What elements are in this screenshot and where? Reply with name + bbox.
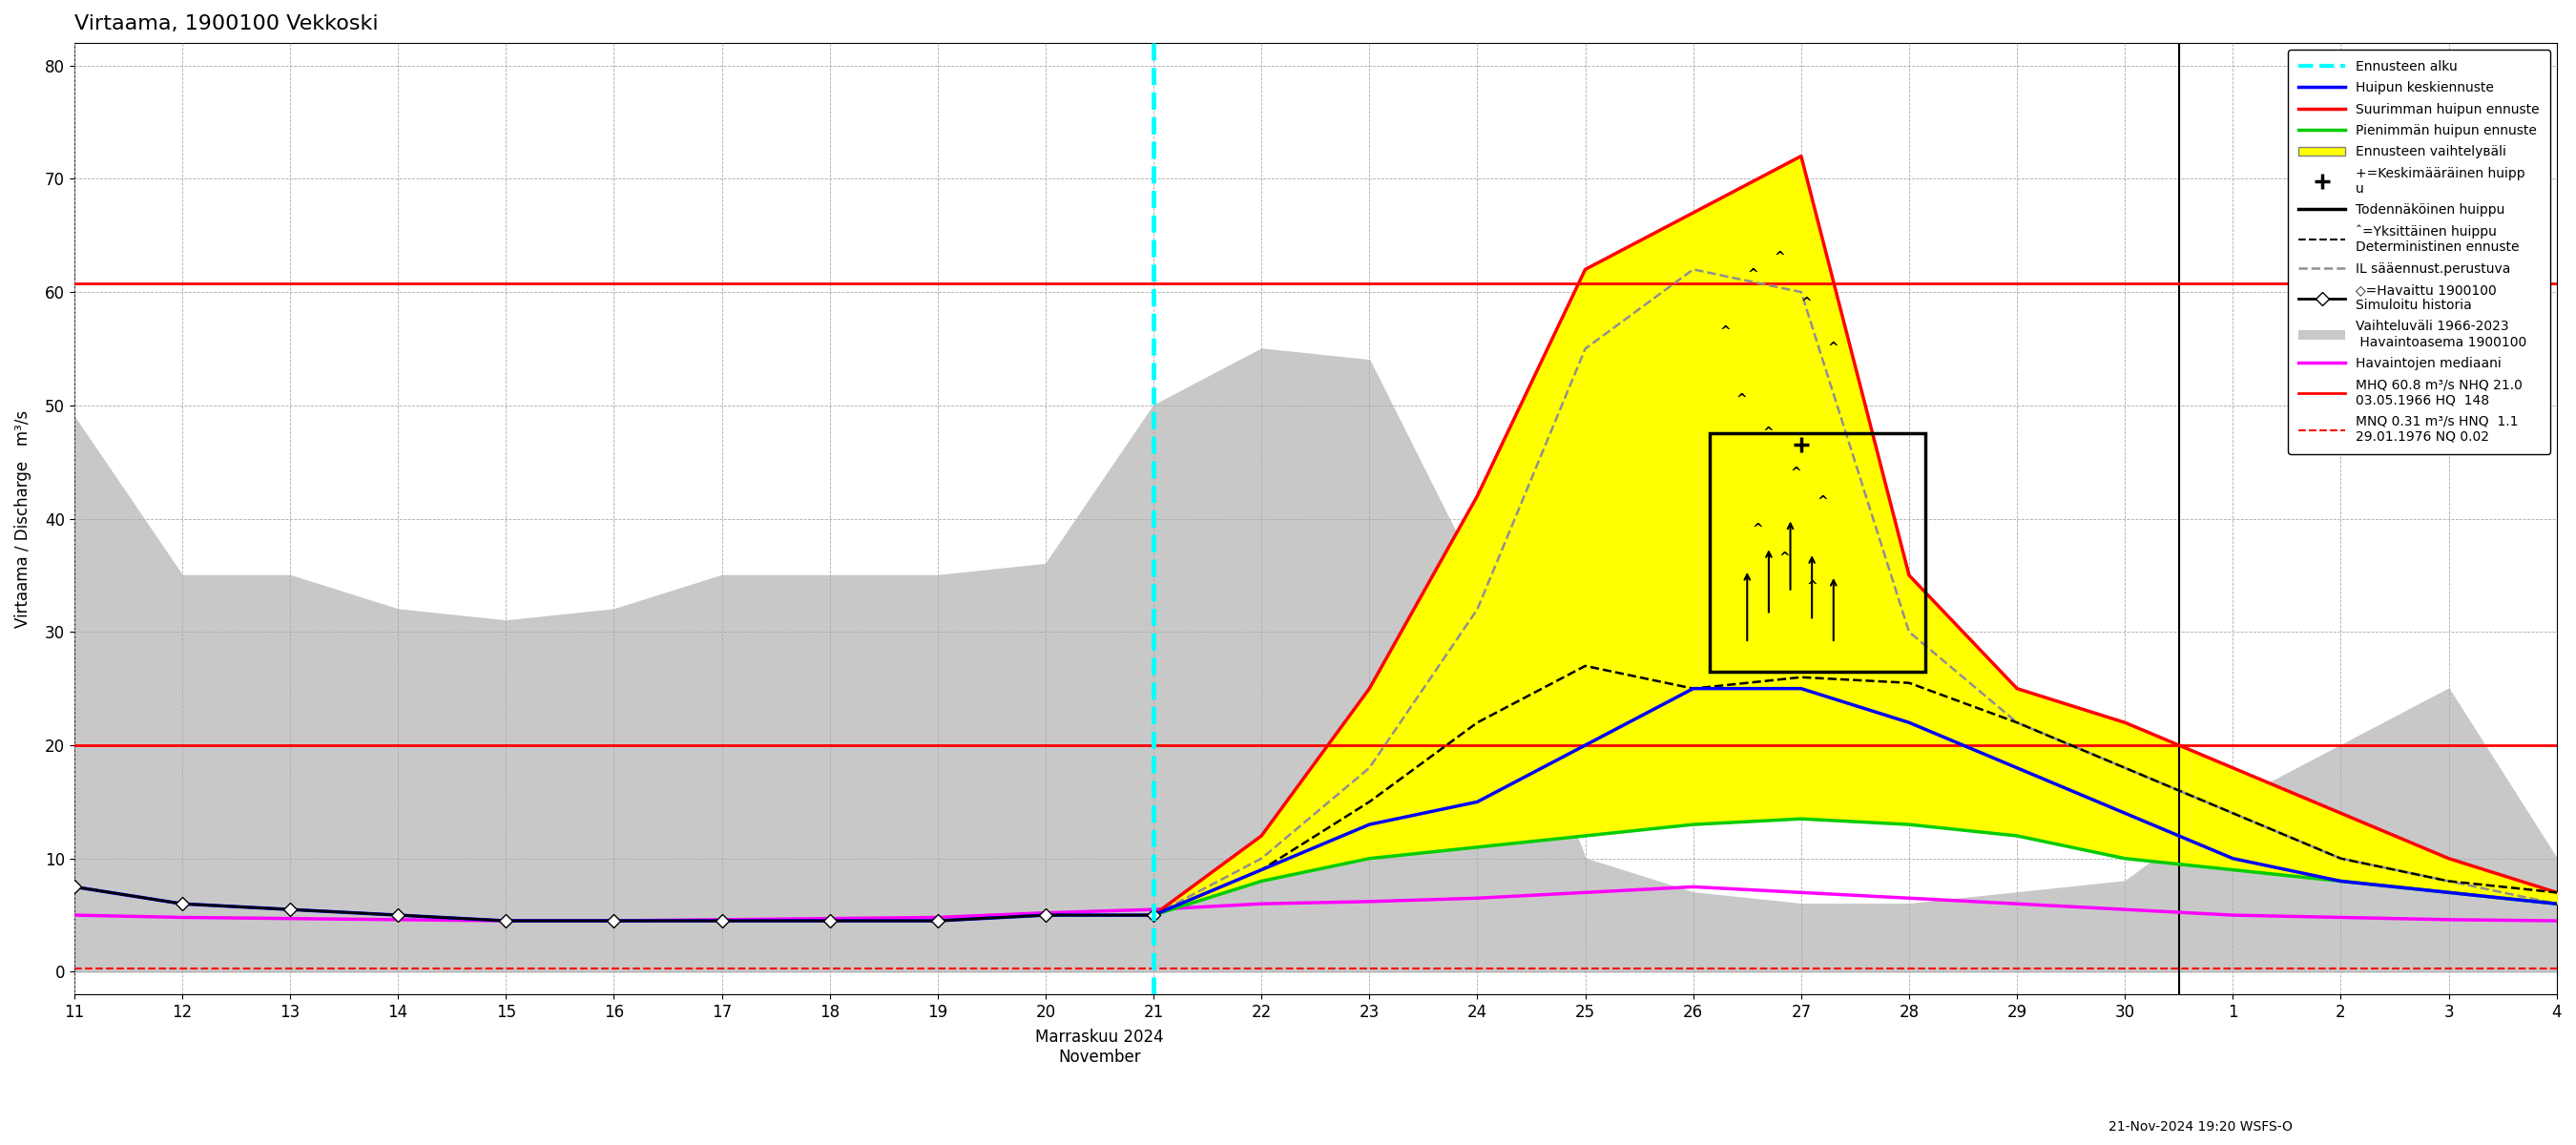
Text: ^: ^ <box>1829 342 1839 355</box>
Text: ^: ^ <box>1790 467 1801 480</box>
Text: ^: ^ <box>1721 325 1731 339</box>
Text: ^: ^ <box>1780 552 1790 564</box>
Text: November: November <box>1059 1049 1141 1066</box>
Legend: Ennusteen alku, Huipun keskiennuste, Suurimman huipun ennuste, Pienimmän huipun : Ennusteen alku, Huipun keskiennuste, Suu… <box>2287 49 2550 455</box>
Text: ^: ^ <box>1736 393 1747 406</box>
Bar <box>1710 434 1924 672</box>
Text: 21-Nov-2024 19:20 WSFS-O: 21-Nov-2024 19:20 WSFS-O <box>2110 1120 2293 1134</box>
Text: ^: ^ <box>1752 523 1765 537</box>
Text: ^: ^ <box>1806 579 1819 593</box>
Text: Marraskuu 2024: Marraskuu 2024 <box>1036 1028 1164 1045</box>
Text: ^: ^ <box>1775 252 1785 264</box>
Text: ^: ^ <box>1762 427 1775 441</box>
Text: ^: ^ <box>1747 268 1757 282</box>
Text: Virtaama, 1900100 Vekkoski: Virtaama, 1900100 Vekkoski <box>75 14 379 33</box>
Text: ^: ^ <box>1816 495 1829 508</box>
Text: ^: ^ <box>1801 297 1811 310</box>
Y-axis label: Virtaama / Discharge   m³/s: Virtaama / Discharge m³/s <box>15 410 31 627</box>
